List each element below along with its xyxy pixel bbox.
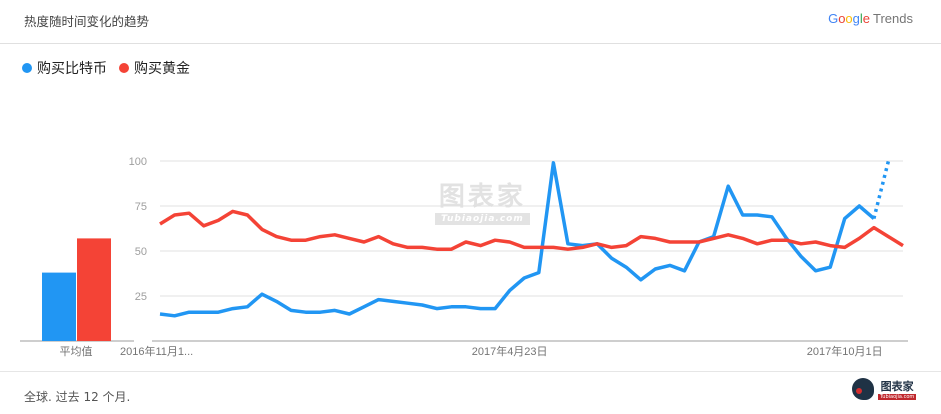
footer-divider bbox=[0, 371, 941, 372]
average-bar-0[interactable] bbox=[42, 272, 76, 341]
tubiaojia-logo: 图表家 Tubiaojia.com bbox=[852, 378, 917, 400]
svg-text:2017年4月23日: 2017年4月23日 bbox=[472, 344, 548, 358]
logo-head-icon bbox=[852, 378, 874, 400]
svg-text:2017年10月1日: 2017年10月1日 bbox=[807, 344, 883, 358]
legend-item-bitcoin[interactable]: 购买比特币 bbox=[22, 58, 107, 78]
trend-chart: 平均值 25 50 75 100 2016年11月1... 2017年4月23日 2017年1… bbox=[20, 156, 908, 358]
average-bar-1[interactable] bbox=[77, 238, 111, 341]
svg-text:75: 75 bbox=[135, 201, 147, 213]
chart-legend: 购买比特币 购买黄金 bbox=[22, 58, 190, 78]
watermark: 图表家 Tubiaojia.com bbox=[435, 176, 530, 225]
svg-text:平均值: 平均值 bbox=[60, 345, 93, 358]
chart-header: 热度随时间变化的趋势 Google Trends bbox=[0, 0, 941, 44]
google-trends-logo[interactable]: Google Trends bbox=[828, 11, 913, 26]
series-line-1[interactable] bbox=[159, 209, 904, 251]
legend-dot-icon bbox=[22, 63, 32, 73]
svg-text:25: 25 bbox=[135, 291, 147, 303]
series-line-0[interactable] bbox=[159, 161, 876, 318]
svg-text:50: 50 bbox=[135, 246, 147, 258]
chart-title: 热度随时间变化的趋势 bbox=[24, 14, 150, 29]
legend-item-gold[interactable]: 购买黄金 bbox=[119, 58, 190, 78]
legend-dot-icon bbox=[119, 63, 129, 73]
svg-text:100: 100 bbox=[129, 156, 147, 168]
footer-note: 全球. 过去 12 个月. bbox=[24, 390, 131, 404]
svg-text:2016年11月1...: 2016年11月1... bbox=[120, 344, 193, 358]
